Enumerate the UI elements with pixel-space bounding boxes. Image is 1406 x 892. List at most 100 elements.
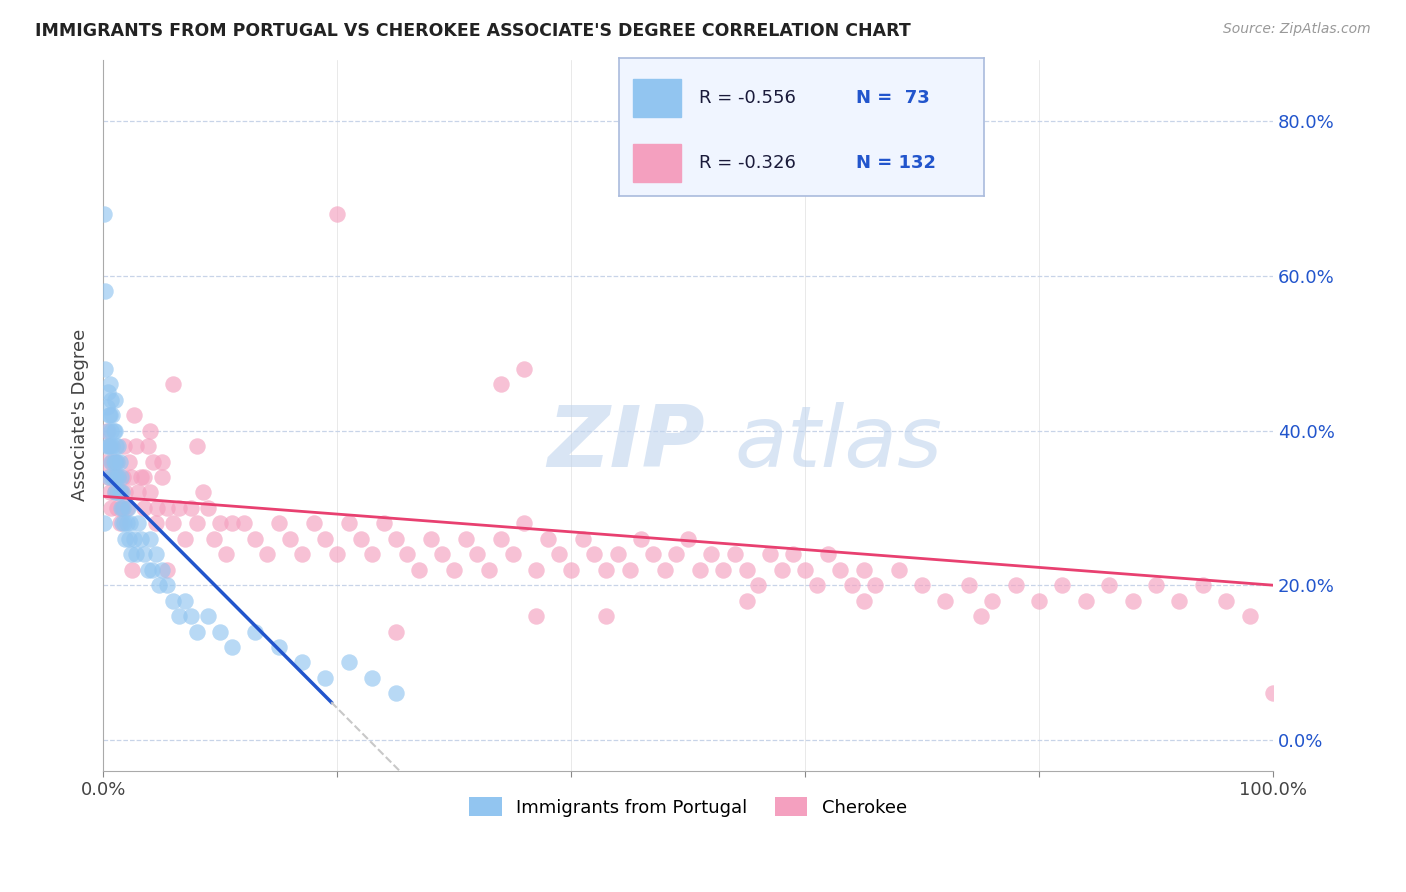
Point: [1239, 609, 1261, 624]
Point: [141, 563, 163, 577]
Point: [104, 454, 127, 468]
Point: [101, 470, 124, 484]
Point: [337, 656, 360, 670]
Point: [454, 532, 477, 546]
Point: [981, 593, 1004, 607]
Point: [724, 547, 747, 561]
Text: R = -0.556: R = -0.556: [699, 89, 796, 107]
Point: [174, 532, 197, 546]
Point: [150, 563, 173, 577]
Point: [162, 516, 184, 531]
Point: [114, 532, 136, 546]
Point: [583, 547, 606, 561]
Point: [232, 516, 254, 531]
Point: [711, 563, 734, 577]
Point: [108, 454, 131, 468]
Text: ZIP: ZIP: [548, 402, 706, 485]
Point: [489, 532, 512, 546]
Point: [105, 439, 128, 453]
Point: [221, 516, 243, 531]
Point: [1004, 578, 1026, 592]
Point: [852, 563, 875, 577]
Point: [132, 500, 155, 515]
Point: [278, 532, 301, 546]
Point: [100, 424, 122, 438]
Point: [114, 485, 136, 500]
Point: [314, 532, 336, 546]
Point: [560, 563, 582, 577]
Point: [174, 593, 197, 607]
Point: [104, 485, 127, 500]
Point: [349, 532, 371, 546]
Point: [186, 439, 208, 453]
Point: [209, 624, 232, 639]
Point: [156, 578, 179, 592]
Point: [115, 500, 138, 515]
Point: [245, 624, 267, 639]
Point: [1261, 686, 1284, 700]
Point: [100, 454, 122, 468]
Point: [98, 439, 121, 453]
Text: IMMIGRANTS FROM PORTUGAL VS CHEROKEE ASSOCIATE'S DEGREE CORRELATION CHART: IMMIGRANTS FROM PORTUGAL VS CHEROKEE ASS…: [35, 22, 911, 40]
Point: [100, 392, 122, 407]
Point: [118, 516, 141, 531]
Text: N =  73: N = 73: [856, 89, 929, 107]
Point: [129, 532, 152, 546]
Point: [408, 563, 430, 577]
Point: [94, 454, 117, 468]
Bar: [633, 144, 681, 183]
Point: [180, 500, 202, 515]
Point: [112, 439, 135, 453]
Point: [94, 361, 117, 376]
Point: [110, 470, 132, 484]
Point: [548, 547, 571, 561]
Point: [97, 384, 120, 399]
Point: [934, 593, 956, 607]
Point: [129, 470, 152, 484]
Point: [111, 516, 134, 531]
Point: [291, 656, 314, 670]
Point: [98, 485, 121, 500]
Point: [1028, 593, 1050, 607]
Point: [115, 516, 138, 531]
Point: [98, 377, 121, 392]
Point: [209, 516, 232, 531]
Point: [689, 563, 711, 577]
Point: [384, 532, 406, 546]
Point: [537, 532, 560, 546]
Point: [202, 532, 225, 546]
Point: [122, 532, 145, 546]
Point: [101, 408, 124, 422]
Point: [361, 547, 384, 561]
Point: [396, 547, 419, 561]
Point: [125, 547, 148, 561]
Point: [337, 516, 360, 531]
Point: [93, 516, 115, 531]
Point: [432, 547, 454, 561]
Point: [865, 578, 887, 592]
Point: [111, 470, 134, 484]
Point: [794, 563, 817, 577]
Point: [105, 485, 128, 500]
Point: [291, 547, 314, 561]
Point: [969, 609, 991, 624]
Legend: Immigrants from Portugal, Cherokee: Immigrants from Portugal, Cherokee: [460, 789, 915, 826]
Point: [112, 516, 135, 531]
Point: [524, 609, 547, 624]
Point: [108, 485, 131, 500]
Point: [256, 547, 278, 561]
Point: [665, 547, 688, 561]
Point: [162, 377, 184, 392]
Point: [641, 547, 664, 561]
Point: [148, 578, 170, 592]
Point: [98, 408, 121, 422]
Point: [267, 516, 290, 531]
Point: [96, 424, 118, 438]
Point: [132, 547, 155, 561]
Point: [524, 563, 547, 577]
Point: [111, 500, 134, 515]
Point: [676, 532, 699, 546]
Point: [100, 500, 122, 515]
Point: [1144, 578, 1167, 592]
Point: [118, 532, 141, 546]
